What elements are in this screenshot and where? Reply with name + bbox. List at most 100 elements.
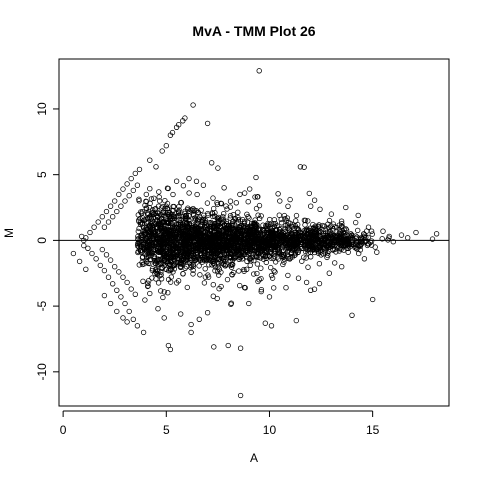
data-point [373, 245, 378, 250]
data-point [255, 262, 260, 267]
data-point [254, 175, 259, 180]
data-point [178, 312, 183, 317]
data-point [121, 316, 126, 321]
data-point [370, 297, 375, 302]
data-point [102, 293, 107, 298]
data-point [216, 166, 221, 171]
data-point [131, 317, 136, 322]
data-point [123, 199, 128, 204]
data-point [353, 220, 358, 225]
data-point [102, 225, 107, 230]
data-point [157, 190, 162, 195]
data-point [115, 288, 120, 293]
data-point [125, 182, 130, 187]
data-point [121, 187, 126, 192]
data-point [225, 277, 230, 282]
y-axis: -10 -5 0 5 10 [35, 102, 59, 381]
data-point [187, 191, 192, 196]
data-point [185, 285, 190, 290]
data-point [187, 176, 192, 181]
data-point [228, 199, 233, 204]
data-point [162, 316, 167, 321]
data-point [205, 121, 210, 126]
data-point [381, 229, 386, 234]
data-point [327, 271, 332, 276]
data-point [248, 263, 253, 268]
data-point [195, 192, 200, 197]
data-point [161, 295, 166, 300]
data-point [148, 291, 153, 296]
data-point [308, 204, 313, 209]
data-point [242, 191, 247, 196]
data-point [197, 317, 202, 322]
data-point [339, 264, 344, 269]
data-point [112, 199, 117, 204]
data-point [156, 306, 161, 311]
data-point [115, 309, 120, 314]
data-point [125, 280, 130, 285]
y-axis-label: M [2, 228, 16, 238]
data-point [399, 233, 404, 238]
y-tick-label: -5 [35, 300, 49, 311]
data-point [375, 250, 380, 255]
data-point [332, 261, 337, 266]
data-point [127, 193, 132, 198]
data-point [355, 228, 360, 233]
data-point [117, 270, 122, 275]
y-tick-label: 5 [35, 171, 49, 178]
data-point [194, 179, 199, 184]
data-point [405, 236, 410, 241]
data-point [237, 269, 242, 274]
data-point [79, 234, 84, 239]
data-point [284, 285, 289, 290]
y-tick-label: 10 [35, 102, 49, 116]
data-point [286, 204, 291, 209]
data-point [369, 229, 374, 234]
data-point [215, 296, 220, 301]
x-tick-label: 15 [366, 423, 380, 437]
data-point [137, 167, 142, 172]
data-point [205, 310, 210, 315]
data-point [154, 165, 159, 170]
data-point [202, 281, 207, 286]
data-point [286, 273, 291, 278]
data-point [189, 322, 194, 327]
data-point [169, 275, 174, 280]
data-point [414, 230, 419, 235]
data-point [88, 230, 93, 235]
data-point [117, 192, 122, 197]
data-point [278, 199, 283, 204]
data-point [263, 321, 268, 326]
data-point [108, 204, 113, 209]
data-point [282, 213, 287, 218]
data-point [267, 217, 272, 222]
data-point [148, 186, 153, 191]
x-axis: 0 5 10 15 [60, 411, 380, 437]
data-point [255, 271, 260, 276]
x-tick-label: 0 [60, 423, 67, 437]
data-point [102, 268, 107, 273]
data-point [135, 183, 140, 188]
data-point [317, 281, 322, 286]
data-point [148, 201, 153, 206]
data-point [273, 260, 278, 265]
data-point [222, 186, 227, 191]
data-point [133, 171, 138, 176]
data-point [201, 183, 206, 188]
data-point [267, 295, 272, 300]
data-point [119, 204, 124, 209]
data-point [164, 143, 169, 148]
data-point [171, 192, 176, 197]
x-axis-label: A [250, 451, 258, 465]
data-point [205, 201, 210, 206]
data-point [104, 253, 109, 258]
data-point [110, 282, 115, 287]
data-point [181, 183, 186, 188]
data-point [434, 232, 439, 237]
data-point [86, 246, 91, 251]
data-point [163, 198, 168, 203]
data-point [350, 313, 355, 318]
data-point [224, 204, 229, 209]
